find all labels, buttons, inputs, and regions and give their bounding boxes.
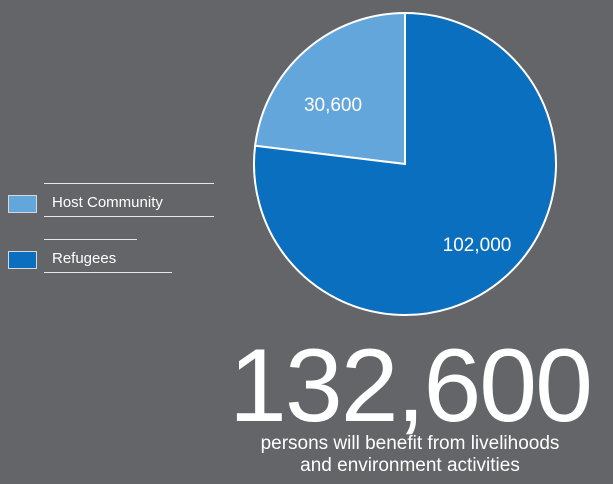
pie-data-label-refugees: 102,000 [443,235,512,256]
legend-rule-top [44,239,137,240]
chart-legend: Host Community Refugees [8,183,218,295]
legend-rule-bottom [44,216,214,217]
legend-label-host-community: Host Community [52,194,163,211]
caption-line-1: persons will benefit from livelihoods [260,433,560,454]
pie-chart: 30,600 102,000 [253,11,557,316]
total-caption: persons will benefit from livelihoods an… [210,433,610,477]
legend-rule-top [44,183,214,184]
pie-data-label-host-community: 30,600 [304,95,362,116]
legend-swatch-refugees [8,251,37,269]
pie-slice-host-community [253,11,406,166]
total-value: 132,600 [229,328,593,444]
pie-slice-refugees [253,11,557,316]
legend-rule-bottom [44,272,172,273]
legend-swatch-host-community [8,195,37,213]
caption-line-2: and environment activities [300,455,520,476]
legend-item-host-community: Host Community [8,183,218,217]
legend-label-refugees: Refugees [52,250,117,267]
legend-item-refugees: Refugees [8,239,218,273]
